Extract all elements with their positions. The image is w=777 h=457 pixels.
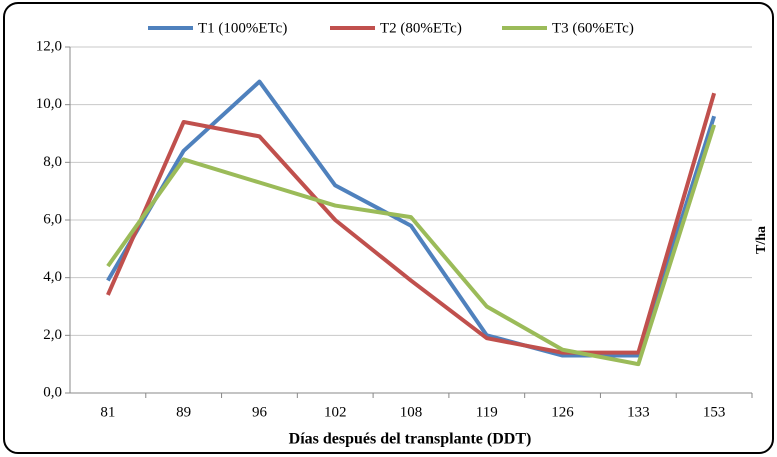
y-tick-label: 2,0	[43, 327, 62, 343]
x-axis-label: Días después del transplante (DDT)	[289, 431, 532, 448]
series-line	[106, 124, 717, 367]
legend-label: T1 (100%ETc)	[198, 20, 287, 36]
x-tick-label: 133	[627, 404, 650, 420]
x-tick-label: 108	[400, 404, 423, 420]
y-axis-label: T/ha	[754, 226, 769, 254]
x-tick-label: 89	[176, 404, 191, 420]
x-tick-label: 119	[476, 404, 498, 420]
x-tick-label: 126	[551, 404, 574, 420]
y-tick-label: 0,0	[43, 384, 62, 400]
legend-label: T2 (80%ETc)	[380, 20, 462, 36]
chart-frame	[3, 2, 774, 454]
legend-label: T3 (60%ETc)	[552, 20, 634, 36]
x-tick-label: 96	[252, 404, 268, 420]
series-line	[106, 92, 717, 355]
y-tick-label: 6,0	[43, 211, 62, 227]
y-tick-label: 10,0	[36, 96, 62, 112]
y-tick-label: 4,0	[43, 269, 62, 285]
x-tick-label: 81	[100, 404, 115, 420]
y-tick-label: 8,0	[43, 154, 62, 170]
x-tick-label: 102	[324, 404, 347, 420]
x-tick-label: 153	[703, 404, 726, 420]
y-tick-label: 12,0	[36, 38, 62, 54]
